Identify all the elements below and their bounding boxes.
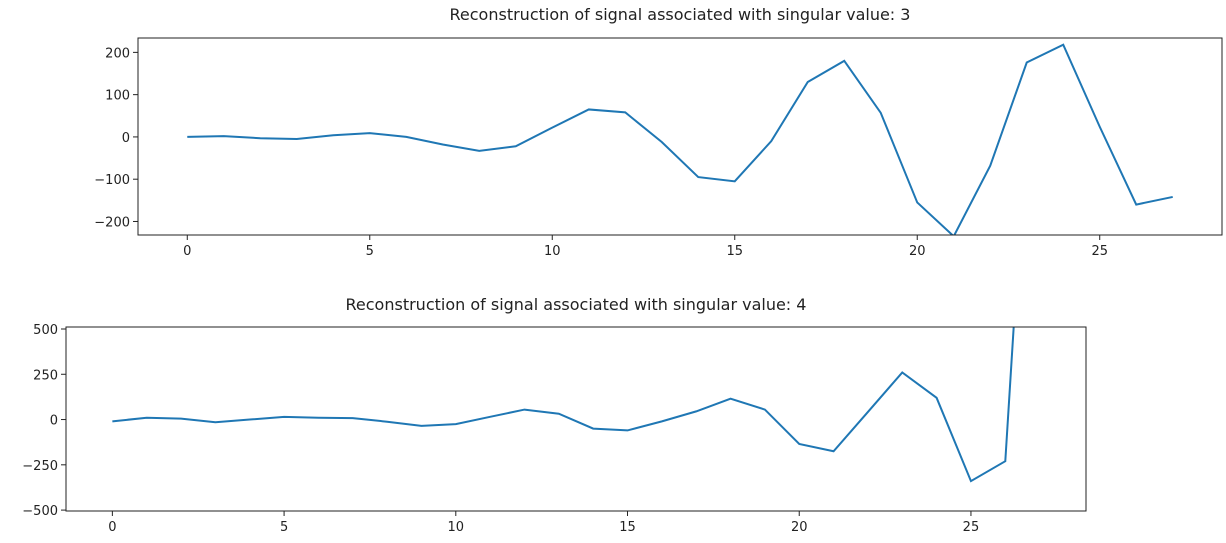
- y-tick-label: 500: [33, 323, 58, 338]
- x-tick-label: 10: [448, 520, 465, 535]
- y-tick-label: −200: [94, 215, 130, 230]
- x-tick-label: 20: [791, 520, 808, 535]
- x-tick-label: 15: [619, 520, 636, 535]
- chart-title: Reconstruction of signal associated with…: [450, 5, 911, 24]
- y-tick-label: −250: [22, 459, 58, 474]
- x-tick-label: 5: [366, 244, 374, 259]
- chart-title: Reconstruction of signal associated with…: [346, 295, 807, 314]
- axes-frame: [65, 326, 1087, 512]
- x-tick-label: 0: [183, 244, 191, 259]
- y-tick-label: 200: [105, 46, 130, 61]
- x-tick-label: 25: [963, 520, 980, 535]
- x-tick-label: 5: [280, 520, 288, 535]
- x-tick-label: 0: [108, 520, 116, 535]
- y-tick-label: −500: [22, 504, 58, 519]
- y-tick-label: 100: [105, 89, 130, 104]
- y-tick-label: −100: [94, 173, 130, 188]
- x-tick-label: 20: [909, 244, 926, 259]
- y-tick-label: 0: [50, 414, 58, 429]
- chart: Reconstruction of signal associated with…: [22, 295, 1087, 535]
- y-tick-label: 0: [122, 131, 130, 146]
- y-tick-label: 250: [33, 368, 58, 383]
- x-tick-label: 15: [726, 244, 743, 259]
- chart: Reconstruction of signal associated with…: [94, 5, 1223, 259]
- axes-frame: [137, 37, 1223, 236]
- line-series: [187, 43, 1173, 235]
- x-tick-label: 25: [1091, 244, 1108, 259]
- x-tick-label: 10: [544, 244, 561, 259]
- line-series: [112, 327, 1015, 483]
